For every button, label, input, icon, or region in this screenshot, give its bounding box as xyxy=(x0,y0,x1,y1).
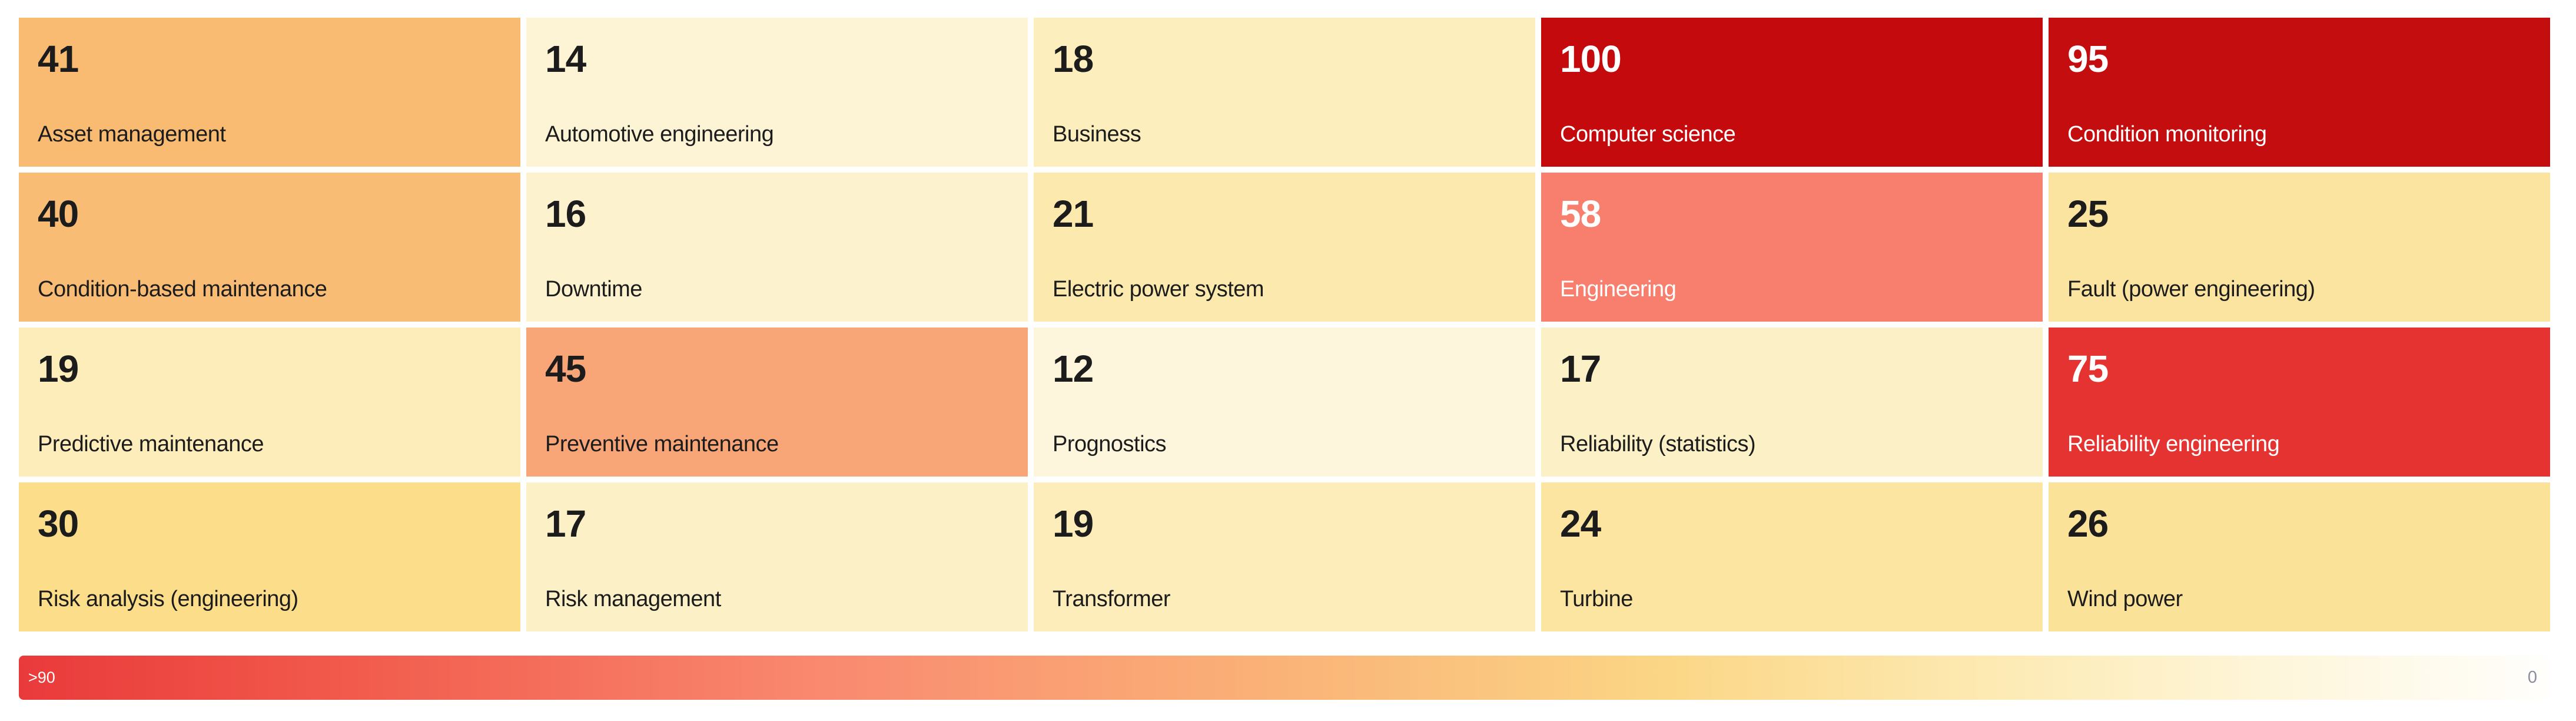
legend-max-label: >90 xyxy=(28,669,55,686)
cell-label: Business xyxy=(1053,122,1141,147)
cell-value: 19 xyxy=(38,348,79,390)
heatmap-cell[interactable]: 41 Asset management xyxy=(19,18,520,167)
heatmap-cell[interactable]: 100 Computer science xyxy=(1541,18,2043,167)
cell-value: 14 xyxy=(545,38,586,80)
heatmap-cell[interactable]: 45 Preventive maintenance xyxy=(526,328,1028,477)
cell-label: Condition monitoring xyxy=(2067,122,2267,147)
cell-value: 17 xyxy=(1560,348,1601,390)
cell-value: 58 xyxy=(1560,193,1601,235)
cell-label: Predictive maintenance xyxy=(38,432,264,457)
cell-value: 18 xyxy=(1053,38,1094,80)
heatmap-cell[interactable]: 19 Predictive maintenance xyxy=(19,328,520,477)
cell-label: Transformer xyxy=(1053,587,1171,612)
cell-label: Automotive engineering xyxy=(545,122,774,147)
cell-value: 25 xyxy=(2067,193,2109,235)
cell-label: Wind power xyxy=(2067,587,2183,612)
cell-value: 30 xyxy=(38,502,79,545)
cell-label: Computer science xyxy=(1560,122,1736,147)
heatmap-cell[interactable]: 14 Automotive engineering xyxy=(526,18,1028,167)
cell-value: 12 xyxy=(1053,348,1094,390)
heatmap-cell[interactable]: 18 Business xyxy=(1034,18,1535,167)
cell-value: 75 xyxy=(2067,348,2109,390)
cell-label: Asset management xyxy=(38,122,226,147)
cell-label: Preventive maintenance xyxy=(545,432,779,457)
cell-value: 19 xyxy=(1053,502,1094,545)
heatmap-cell[interactable]: 58 Engineering xyxy=(1541,173,2043,322)
cell-value: 95 xyxy=(2067,38,2109,80)
cell-label: Condition-based maintenance xyxy=(38,277,327,302)
heatmap-cell[interactable]: 16 Downtime xyxy=(526,173,1028,322)
heatmap-cell[interactable]: 30 Risk analysis (engineering) xyxy=(19,482,520,631)
cell-value: 41 xyxy=(38,38,79,80)
heatmap-cell[interactable]: 21 Electric power system xyxy=(1034,173,1535,322)
cell-value: 21 xyxy=(1053,193,1094,235)
color-scale-legend[interactable]: >90 0 xyxy=(19,656,2550,700)
cell-label: Fault (power engineering) xyxy=(2067,277,2315,302)
cell-value: 100 xyxy=(1560,38,1622,80)
cell-label: Turbine xyxy=(1560,587,1633,612)
heatmap-grid: 41 Asset management 14 Automotive engineeri… xyxy=(19,18,2550,631)
cell-value: 16 xyxy=(545,193,586,235)
cell-value: 17 xyxy=(545,502,586,545)
cell-value: 24 xyxy=(1560,502,1601,545)
heatmap-cell[interactable]: 24 Turbine xyxy=(1541,482,2043,631)
heatmap-cell[interactable]: 40 Condition-based maintenance xyxy=(19,173,520,322)
cell-label: Reliability (statistics) xyxy=(1560,432,1756,457)
cell-label: Prognostics xyxy=(1053,432,1167,457)
cell-label: Downtime xyxy=(545,277,642,302)
legend-min-label: 0 xyxy=(2527,668,2537,687)
heatmap-cell[interactable]: 26 Wind power xyxy=(2049,482,2550,631)
heatmap-cell[interactable]: 12 Prognostics xyxy=(1034,328,1535,477)
heatmap-cell[interactable]: 95 Condition monitoring xyxy=(2049,18,2550,167)
cell-label: Risk analysis (engineering) xyxy=(38,587,298,612)
heatmap-cell[interactable]: 25 Fault (power engineering) xyxy=(2049,173,2550,322)
cell-label: Engineering xyxy=(1560,277,1677,302)
cell-label: Reliability engineering xyxy=(2067,432,2280,457)
cell-value: 40 xyxy=(38,193,79,235)
cell-label: Risk management xyxy=(545,587,721,612)
cell-value: 45 xyxy=(545,348,586,390)
cell-label: Electric power system xyxy=(1053,277,1264,302)
heatmap-cell[interactable]: 17 Reliability (statistics) xyxy=(1541,328,2043,477)
heatmap-cell[interactable]: 17 Risk management xyxy=(526,482,1028,631)
heatmap-cell[interactable]: 75 Reliability engineering xyxy=(2049,328,2550,477)
heatmap-cell[interactable]: 19 Transformer xyxy=(1034,482,1535,631)
cell-value: 26 xyxy=(2067,502,2109,545)
